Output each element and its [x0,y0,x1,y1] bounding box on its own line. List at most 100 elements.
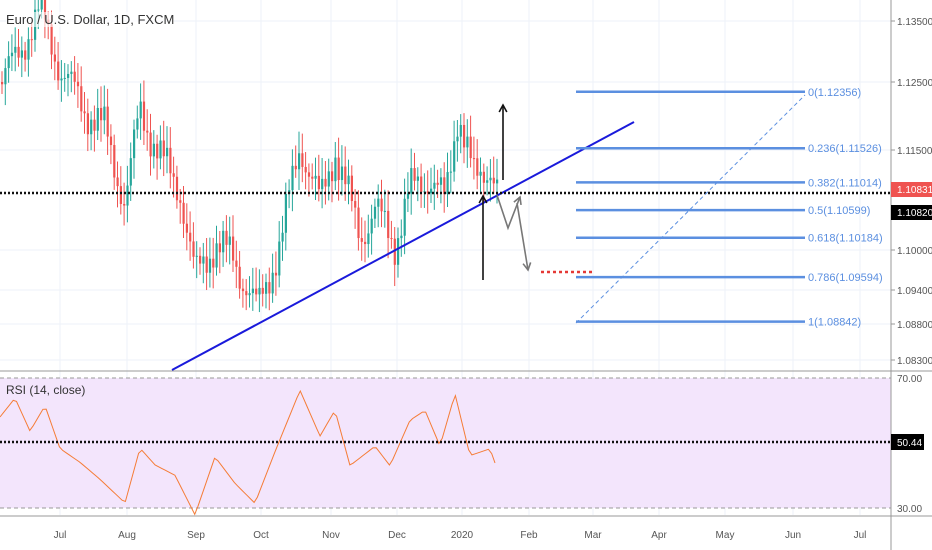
price-tick-label: 1.09400 [897,286,932,297]
candle-body [241,288,245,292]
candle-body [449,171,452,173]
candle-body [232,236,235,261]
candle-body [443,177,446,195]
candle-body [261,287,264,294]
candle-body [93,119,96,131]
candle-body [304,166,307,173]
candle-body [76,81,80,87]
candle-body [90,119,93,135]
candle-body [406,193,410,199]
candle-body [390,238,393,240]
candle-body [212,258,215,268]
price-tick-label: 1.08300 [897,356,932,367]
price-tick-label: 1.13500 [897,17,932,28]
candle-body [377,198,380,207]
grey-down-arrow-head [522,262,532,272]
time-axis-label: Nov [322,530,340,541]
candle-body [96,107,99,131]
candle-body [248,293,251,296]
candle-body [185,223,188,233]
time-axis-label: Apr [651,530,667,541]
candle-body [67,73,70,78]
candle-body [199,255,202,264]
candle-body [357,207,360,239]
candle-body [426,191,429,194]
rsi-value-label: 50.44 [897,438,922,449]
candle-body [354,201,357,208]
rsi-line [0,389,496,516]
candle-body [334,157,337,182]
time-axis-label: Feb [520,530,538,541]
time-axis-label: May [716,530,735,541]
candle-body [10,52,14,57]
candle-body [142,101,146,131]
candle-body [255,288,258,295]
time-axis-label: 2020 [451,530,474,541]
candle-body [83,111,86,114]
fib-level-label: 0.5(1.10599) [808,205,870,217]
candle-body [106,106,109,137]
candle-body [175,176,179,201]
candle-body [307,172,311,177]
candle-body [189,232,192,242]
time-axis-label: Oct [253,530,269,541]
candle-body [43,0,47,20]
price-tick-label: 1.11500 [897,146,932,157]
fib-level-label: 0.786(1.09594) [808,272,883,284]
candle-body [430,188,433,194]
candle-body [139,101,142,119]
candle-body [453,141,456,172]
candle-body [314,175,317,179]
candle-body [387,210,390,239]
candle-body [265,282,268,294]
candle-body [496,179,499,184]
candle-body [347,175,350,185]
candle-body [119,186,122,204]
candle-body [195,255,198,257]
candle-body [360,238,363,242]
candle-body [271,272,274,294]
last-price-badge [891,182,932,197]
candle-body [166,147,169,157]
candle-body [364,241,367,245]
candle-body [109,136,113,146]
candle-body [225,230,228,245]
candle-body [472,158,476,160]
candle-body [367,233,370,245]
candle-body [469,136,472,159]
time-axis-label: Aug [118,530,136,541]
candle-body [146,130,149,133]
candle-body [479,171,482,176]
candle-body [380,198,383,212]
crosshair-price-badge [891,205,932,220]
candle-body [182,202,185,224]
candle-body [116,177,119,187]
candle-body [63,77,66,79]
time-axis-label: Mar [584,530,602,541]
candle-body [489,177,492,181]
candle-body [103,106,106,121]
candle-body [73,71,76,82]
candle-body [274,272,278,276]
time-axis-label: Sep [187,530,205,541]
candle-body [446,172,449,195]
trend-line [171,121,635,371]
candle-body [222,230,225,253]
grey-down-arrow [516,202,529,271]
candle-body [215,243,218,268]
grey-zigzag-arrow [496,194,521,231]
candle-body [149,132,152,157]
candle-body [228,236,231,245]
candle-body [416,176,419,181]
price-tick-label: 1.12500 [897,78,932,89]
candle-body [7,56,10,69]
candle-body [133,129,136,159]
candle-body [344,166,347,185]
candle-body [4,68,7,85]
rsi-value-badge [891,434,924,450]
candle-body [100,107,103,121]
candle-body [317,175,320,190]
candle-body [420,176,423,192]
fib-level-label: 1(1.08842) [808,317,861,329]
